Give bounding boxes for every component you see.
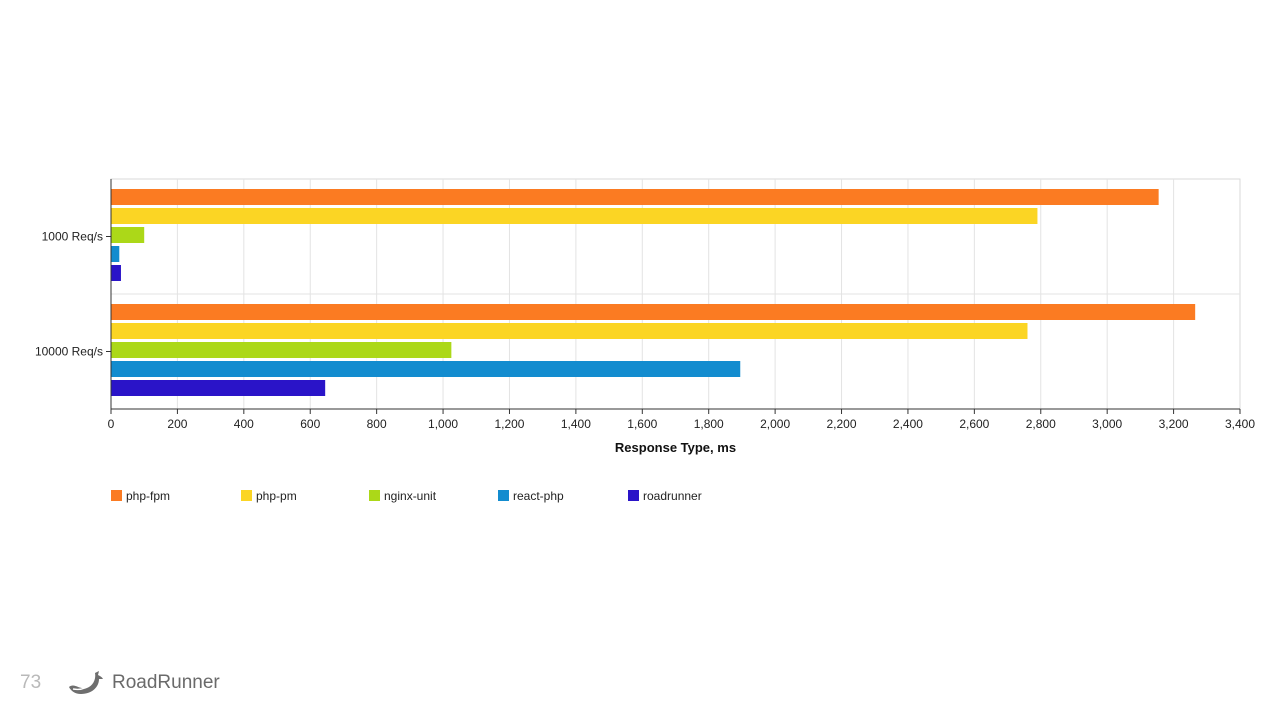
y-tick-label: 10000 Req/s: [35, 345, 103, 359]
legend-swatch-react-php: [498, 490, 509, 501]
bar-php-pm-0: [111, 208, 1038, 224]
x-tick-label: 1,200: [494, 417, 524, 431]
x-tick-label: 2,600: [959, 417, 989, 431]
x-tick-label: 2,000: [760, 417, 790, 431]
x-tick-label: 3,400: [1225, 417, 1255, 431]
page-number: 73: [20, 672, 42, 693]
x-tick-label: 2,200: [827, 417, 857, 431]
legend-swatch-php-pm: [241, 490, 252, 501]
x-tick-label: 1,800: [694, 417, 724, 431]
legend-swatch-roadrunner: [628, 490, 639, 501]
x-tick-label: 0: [108, 417, 115, 431]
bar-php-fpm-0: [111, 189, 1159, 205]
bar-php-fpm-1: [111, 304, 1196, 320]
x-tick-label: 1,000: [428, 417, 458, 431]
x-tick-label: 3,000: [1092, 417, 1122, 431]
bar-roadrunner-1: [111, 380, 326, 396]
bar-php-pm-1: [111, 323, 1028, 339]
x-tick-label: 1,400: [561, 417, 591, 431]
x-tick-label: 3,200: [1159, 417, 1189, 431]
legend-swatch-php-fpm: [111, 490, 122, 501]
x-axis-title: Response Type, ms: [615, 440, 736, 455]
x-tick-label: 2,800: [1026, 417, 1056, 431]
legend-label-nginx-unit: nginx-unit: [384, 489, 437, 503]
x-tick-label: 2,400: [893, 417, 923, 431]
y-tick-label: 1000 Req/s: [42, 230, 103, 244]
legend-label-php-pm: php-pm: [256, 489, 297, 503]
brand-name: RoadRunner: [112, 672, 220, 693]
bar-nginx-unit-0: [111, 227, 145, 243]
legend-swatch-nginx-unit: [369, 490, 380, 501]
x-tick-label: 600: [300, 417, 320, 431]
bar-roadrunner-0: [111, 265, 121, 281]
bar-react-php-1: [111, 361, 741, 377]
roadrunner-bird-icon: [69, 671, 103, 694]
x-tick-label: 1,600: [627, 417, 657, 431]
slide-footer: 73 RoadRunner: [20, 668, 220, 698]
legend-label-react-php: react-php: [513, 489, 564, 503]
legend-label-php-fpm: php-fpm: [126, 489, 170, 503]
x-tick-label: 400: [234, 417, 254, 431]
bar-nginx-unit-1: [111, 342, 452, 358]
x-tick-label: 800: [367, 417, 387, 431]
legend-label-roadrunner: roadrunner: [643, 489, 702, 503]
x-tick-label: 200: [167, 417, 187, 431]
bar-react-php-0: [111, 246, 120, 262]
